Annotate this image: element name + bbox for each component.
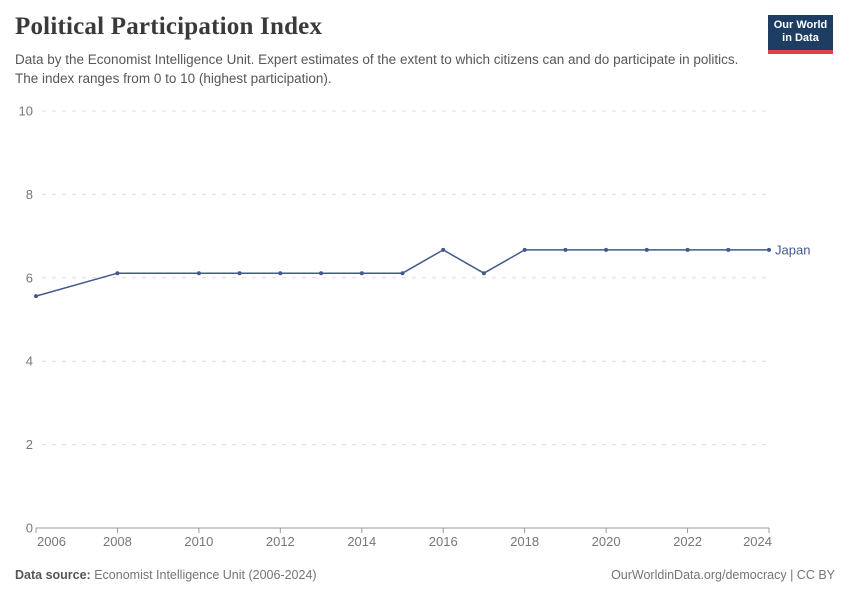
data-point[interactable] [522,247,527,252]
data-point[interactable] [604,247,609,252]
data-point[interactable] [237,271,242,276]
data-point[interactable] [563,247,568,252]
y-tick-label: 2 [26,437,33,452]
footer-link[interactable]: OurWorldinData.org/democracy | CC BY [611,568,835,582]
x-tick-label: 2016 [429,534,458,549]
x-tick-label: 2014 [347,534,376,549]
x-tick-label: 2022 [673,534,702,549]
data-point[interactable] [115,271,120,276]
entity-label-japan[interactable]: Japan [775,242,810,257]
x-tick-label: 2010 [184,534,213,549]
y-tick-label: 4 [26,354,33,369]
y-tick-label: 0 [26,521,33,536]
x-tick-label: 2018 [510,534,539,549]
y-tick-label: 8 [26,187,33,202]
data-point[interactable] [196,271,201,276]
data-point[interactable] [767,247,771,252]
data-point[interactable] [278,271,283,276]
y-tick-label: 10 [19,104,33,119]
chart-title: Political Participation Index [15,13,323,40]
data-point[interactable] [685,247,690,252]
data-point[interactable] [481,271,486,276]
data-source-label: Data source: [15,568,91,582]
data-point[interactable] [644,247,649,252]
data-source-text: Economist Intelligence Unit (2006-2024) [90,568,317,582]
owid-logo[interactable]: Our World in Data [768,15,833,54]
data-point[interactable] [319,271,324,276]
data-point[interactable] [359,271,364,276]
x-tick-label: 2020 [592,534,621,549]
data-point[interactable] [34,294,38,299]
data-point[interactable] [726,247,731,252]
x-tick-label: 2006 [37,534,66,549]
chart-subtitle: Data by the Economist Intelligence Unit.… [15,52,739,86]
data-source: Data source: Economist Intelligence Unit… [15,568,317,582]
x-tick-label: 2008 [103,534,132,549]
owid-logo-line1: Our World [773,19,828,31]
data-point[interactable] [441,247,446,252]
y-tick-label: 6 [26,270,33,285]
chart-footer: Data source: Economist Intelligence Unit… [15,568,835,582]
owid-logo-line2: in Data [782,32,819,44]
x-tick-label: 2024 [743,534,772,549]
data-point[interactable] [400,271,405,276]
x-tick-label: 2012 [266,534,295,549]
